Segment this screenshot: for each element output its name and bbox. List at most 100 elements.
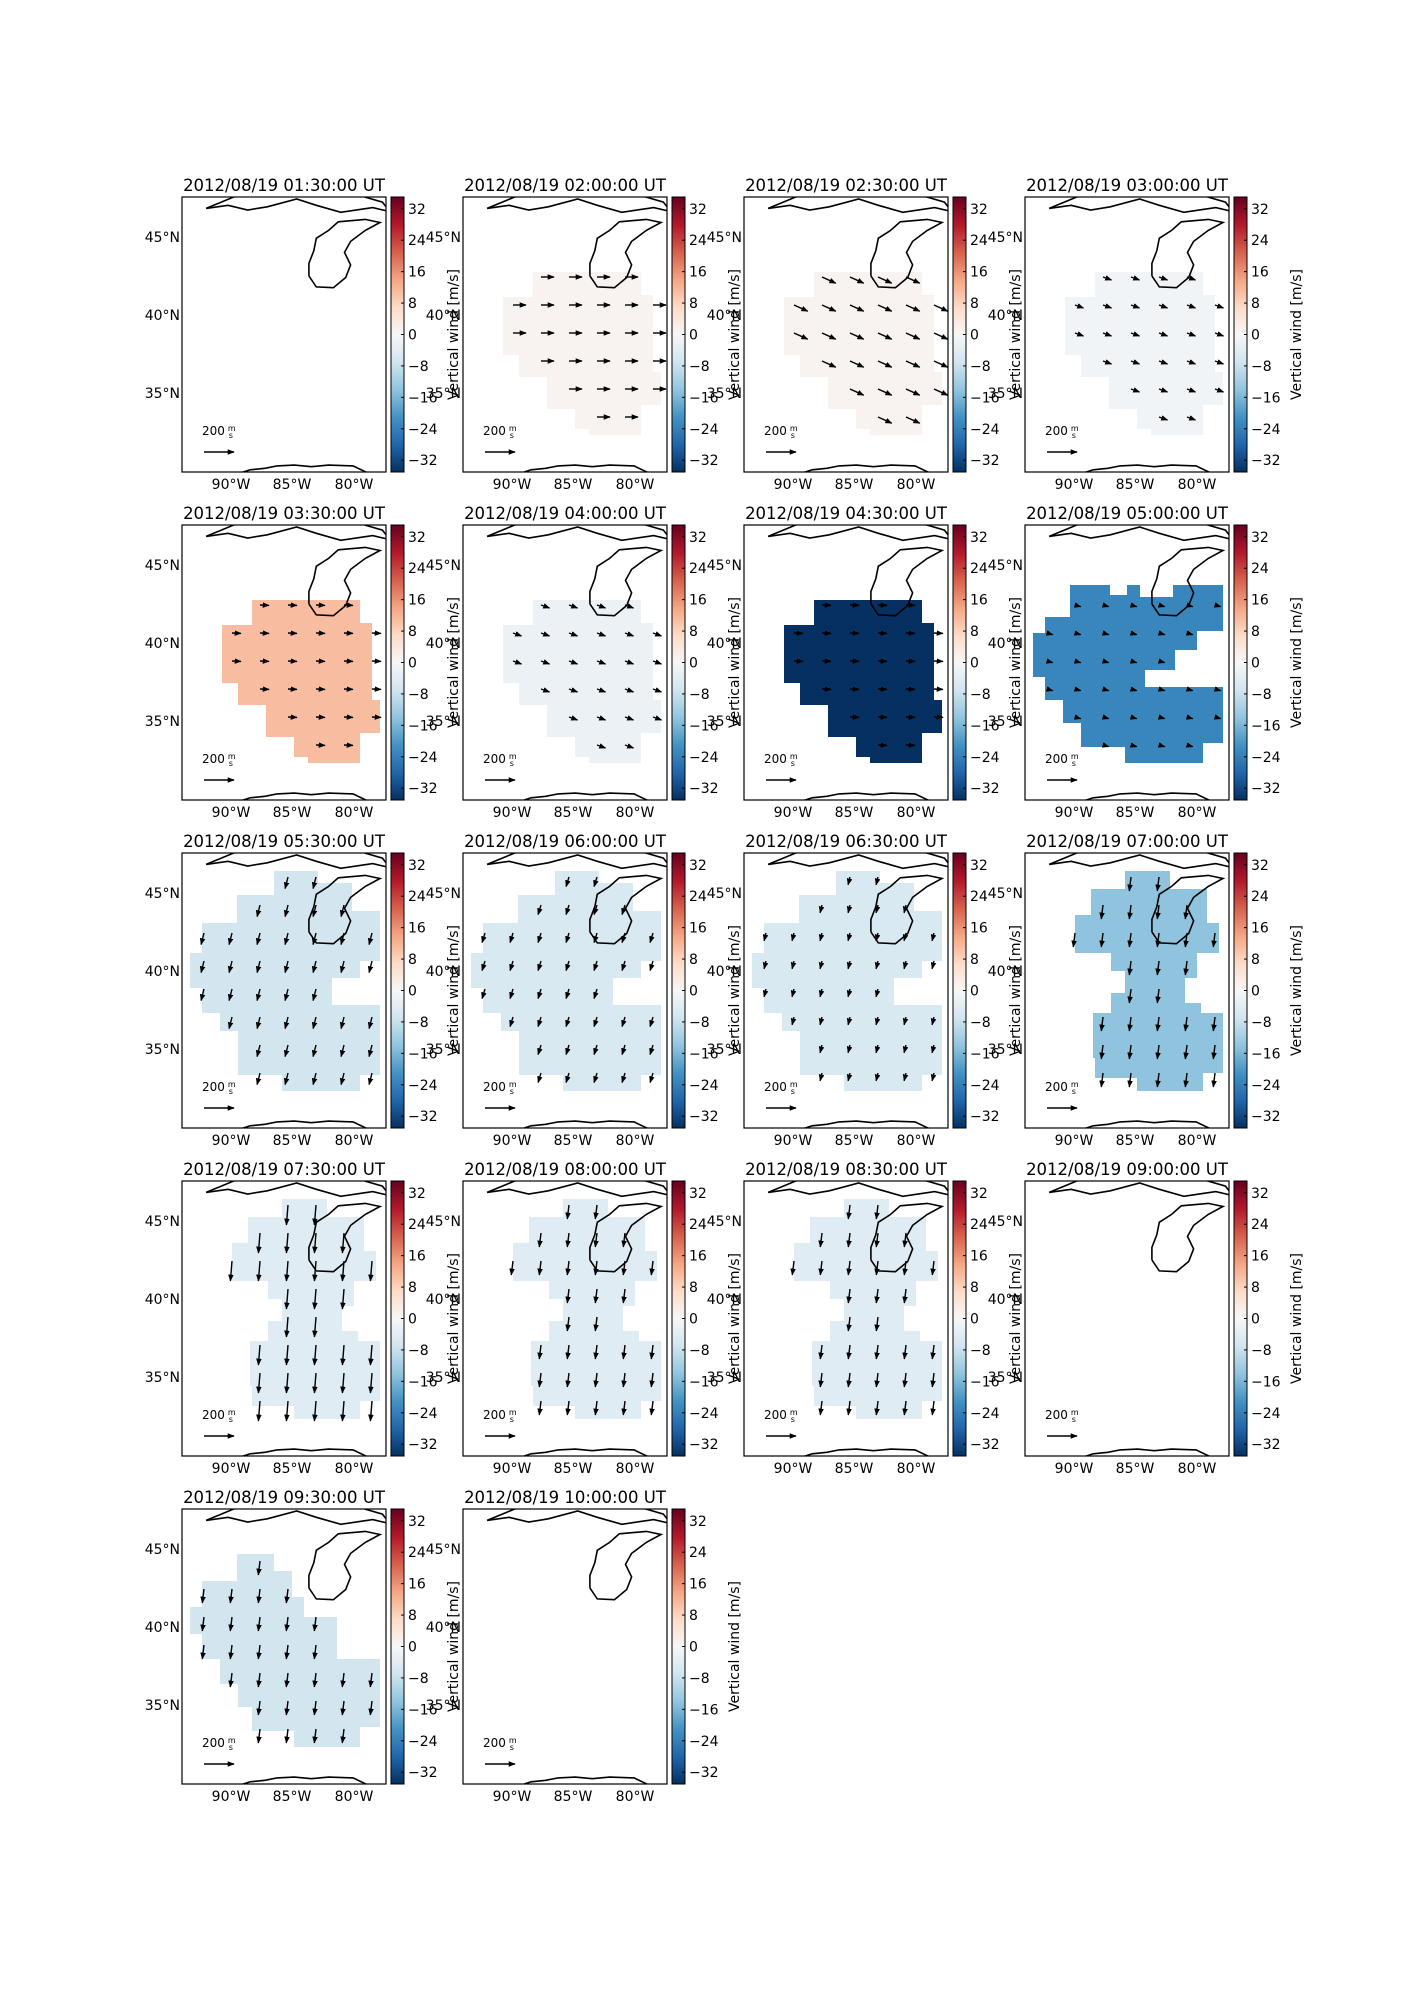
coastline <box>1151 218 1226 289</box>
colorbar-tick: 0 <box>408 1640 417 1656</box>
wind-arrow <box>905 276 921 284</box>
colorbar-tick: 8 <box>1251 296 1260 312</box>
wind-arrow <box>652 715 663 721</box>
coastline <box>471 229 503 242</box>
wind-arrow <box>818 904 825 914</box>
wind-arrow <box>877 304 893 312</box>
wind-arrow <box>1185 714 1194 720</box>
wind-arrow <box>1102 303 1113 309</box>
colorbar-tick: 0 <box>689 1312 698 1328</box>
wind-arrow <box>1155 876 1161 892</box>
wind-arrow <box>1130 331 1141 337</box>
wind-arrow <box>902 1232 908 1248</box>
wind-arrow <box>1213 686 1222 692</box>
coastline <box>1314 1213 1346 1226</box>
lat-label: 35°N <box>145 714 180 730</box>
wind-arrow <box>1183 1044 1189 1060</box>
colorbar-tick: 16 <box>408 265 426 281</box>
colorbar-tick: 8 <box>970 296 979 312</box>
wind-arrow <box>256 1232 262 1254</box>
wind-arrow <box>593 1044 599 1056</box>
wind-arrow <box>593 1204 599 1220</box>
wind-arrow <box>649 1072 655 1084</box>
wind-arrow <box>1102 331 1113 337</box>
wind-arrow <box>1186 387 1197 393</box>
wind-arrow <box>568 687 579 693</box>
wind-arrow <box>537 1400 543 1416</box>
scale-arrow-label: 200 m s <box>764 1408 798 1424</box>
coastline <box>767 853 948 870</box>
colorbar-tick: −8 <box>1251 359 1272 375</box>
wind-arrow <box>621 960 627 972</box>
wind-arrow <box>1158 331 1169 337</box>
lat-label: 40°N <box>426 964 461 980</box>
lon-label: 80°W <box>616 1789 655 1805</box>
colorbar-tick: 24 <box>1251 561 1269 577</box>
wind-arrow <box>227 988 234 1002</box>
wind-arrow <box>368 1344 374 1366</box>
coastline <box>1033 229 1065 242</box>
lon-label: 80°W <box>1178 477 1217 493</box>
wind-arrow <box>537 1044 543 1056</box>
colorbar-tick: 8 <box>1251 1280 1260 1296</box>
lat-label: 35°N <box>426 386 461 402</box>
lon-label: 85°W <box>835 1461 874 1477</box>
lat-label: 40°N <box>145 1620 180 1636</box>
wind-arrow <box>874 1372 880 1388</box>
wind-arrow <box>1157 658 1166 664</box>
wind-arrow <box>1186 359 1197 365</box>
wind-arrow <box>624 743 635 749</box>
colorbar-tick: 0 <box>408 656 417 672</box>
wind-arrow <box>846 1344 852 1360</box>
wind-arrow <box>1185 602 1194 608</box>
lon-label: 90°W <box>774 1461 813 1477</box>
lat-label: 35°N <box>426 1698 461 1714</box>
wind-arrow <box>846 988 853 998</box>
lon-label: 90°W <box>212 477 251 493</box>
colorbar-tick: 0 <box>689 656 698 672</box>
wind-region <box>752 871 942 1091</box>
wind-arrow <box>849 276 865 284</box>
colorbar-tick: 8 <box>970 624 979 640</box>
colorbar-label: Vertical wind [m/s] <box>446 1253 462 1384</box>
wind-arrow <box>762 960 769 970</box>
coastline <box>1048 1181 1229 1198</box>
colorbar-tick: −32 <box>689 1765 719 1781</box>
colorbar-tick: −8 <box>1251 1015 1272 1031</box>
wind-arrow <box>340 1232 346 1254</box>
colorbar-tick: 0 <box>1251 1312 1260 1328</box>
wind-arrow <box>1099 1072 1105 1088</box>
wind-arrow <box>565 1372 571 1388</box>
coastline <box>1309 1018 1410 1120</box>
colorbar-tick: −32 <box>970 1109 1000 1125</box>
wind-arrow <box>874 876 881 886</box>
wind-arrow <box>877 416 893 424</box>
colorbar-tick: −24 <box>689 1078 719 1094</box>
colorbar-tick: 0 <box>1251 328 1260 344</box>
colorbar-tick: 24 <box>689 1545 707 1561</box>
wind-arrow <box>339 904 346 918</box>
wind-arrow <box>312 1700 318 1716</box>
wind-arrow <box>312 1616 318 1632</box>
lat-label: 45°N <box>988 558 1023 574</box>
wind-arrow <box>199 932 206 946</box>
coastline <box>1083 464 1211 472</box>
wind-arrow <box>1183 932 1189 948</box>
colorbar-tick: −32 <box>970 1437 1000 1453</box>
wind-arrow <box>846 960 853 970</box>
wind-arrow <box>593 1372 599 1388</box>
coastline <box>240 1120 368 1128</box>
wind-arrow <box>340 1700 346 1716</box>
wind-arrow <box>312 1344 318 1366</box>
wind-arrow <box>596 631 607 637</box>
map-panel: 2012/08/19 06:30:00 UT 200 m s 45°N 40°N 35°N 9… <box>707 832 1024 1149</box>
wind-arrow <box>593 988 599 1000</box>
wind-arrow <box>621 1372 627 1388</box>
wind-arrow <box>933 388 948 396</box>
coastline <box>308 1530 383 1601</box>
wind-arrow <box>818 1400 824 1416</box>
panel-title: 2012/08/19 09:30:00 UT <box>183 1488 386 1507</box>
colorbar-tick: 24 <box>408 561 426 577</box>
lat-label: 40°N <box>145 308 180 324</box>
wind-arrow <box>340 1260 346 1282</box>
